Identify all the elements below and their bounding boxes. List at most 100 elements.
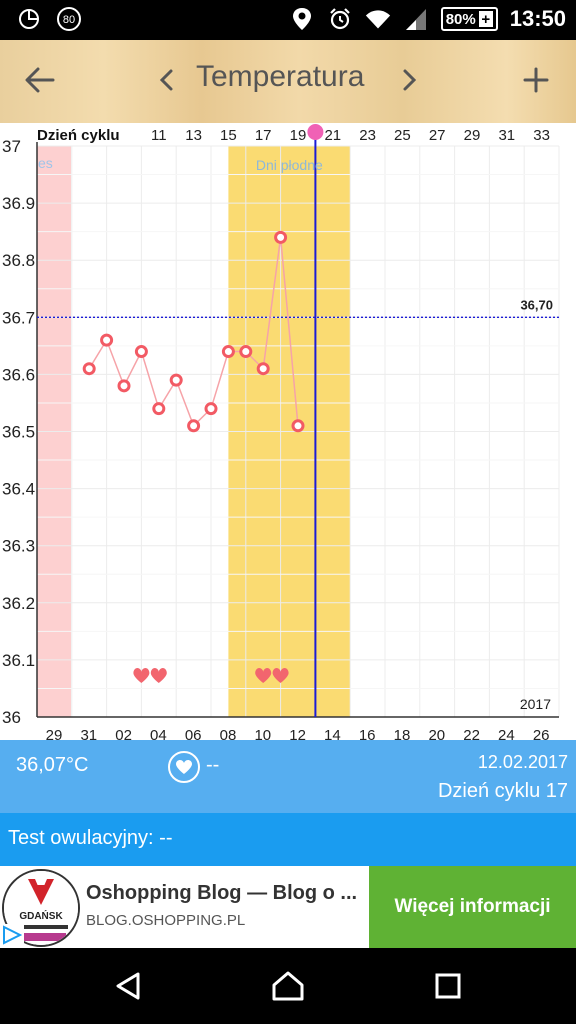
toolbar: Temperatura	[0, 40, 576, 124]
temperature-point	[134, 345, 148, 359]
ad-cta-button[interactable]: Więcej informacji	[369, 866, 576, 948]
top-tick-label: 25	[394, 127, 411, 144]
adchoices-icon[interactable]	[0, 924, 24, 946]
intercourse-heart-icon	[150, 668, 167, 683]
status-bar: 80 80% + 13:50	[0, 0, 576, 40]
y-tick-label: 36.6	[2, 365, 35, 384]
year-label: 2017	[520, 696, 551, 712]
fertile-label: Dni płodne	[256, 157, 323, 173]
ad-banner[interactable]: GDAŃSK Oshopping Blog ― Blog o ... BLOG.…	[0, 866, 576, 948]
temperature-point	[82, 362, 96, 376]
y-tick-label: 36.2	[2, 594, 35, 613]
temperature-point	[187, 419, 201, 433]
temperature-value: 36,07°C	[16, 754, 89, 776]
chevron-right-icon	[403, 69, 417, 91]
bottom-tick-label: 24	[498, 727, 515, 740]
top-tick-label: 27	[429, 127, 446, 144]
previous-button[interactable]	[144, 58, 188, 102]
bottom-tick-label: 06	[185, 727, 202, 740]
y-tick-label: 37	[2, 137, 21, 156]
heart-icon[interactable]	[168, 751, 200, 783]
top-tick-label: 17	[255, 127, 272, 144]
y-tick-label: 36.3	[2, 537, 35, 556]
bottom-tick-label: 16	[359, 727, 376, 740]
y-tick-label: 36.4	[2, 480, 35, 499]
battery-icon: 80% +	[440, 7, 498, 31]
period-label: es	[38, 155, 53, 171]
temperature-point	[152, 402, 166, 416]
nav-home-icon	[272, 971, 304, 1001]
ovulation-test-label: Test owulacyjny: --	[8, 827, 173, 849]
bottom-tick-label: 04	[150, 727, 167, 740]
cycle-day: Dzień cyklu 17	[437, 780, 568, 802]
bottom-tick-label: 22	[463, 727, 480, 740]
bottom-tick-label: 02	[115, 727, 132, 740]
bottom-tick-label: 12	[289, 727, 306, 740]
cell-signal-icon	[403, 6, 429, 32]
top-tick-label: 21	[324, 127, 341, 144]
location-icon	[289, 6, 315, 32]
temperature-point	[256, 362, 270, 376]
top-tick-label: 19	[290, 127, 307, 144]
y-tick-label: 36.7	[2, 308, 35, 327]
y-tick-label: 36.5	[2, 423, 35, 442]
intercourse-heart-icon	[255, 668, 272, 683]
top-tick-label: 13	[185, 127, 202, 144]
top-axis-title: Dzień cyklu	[37, 127, 120, 144]
top-tick-label: 31	[498, 127, 515, 144]
page-title: Temperatura	[196, 60, 365, 93]
bottom-tick-label: 31	[80, 727, 97, 740]
oshopping-logo-icon: GDAŃSK	[2, 869, 80, 947]
top-tick-label: 29	[464, 127, 481, 144]
app-notification-icon	[16, 6, 42, 32]
bottom-tick-label: 10	[254, 727, 271, 740]
bottom-tick-label: 14	[324, 727, 341, 740]
arrow-left-icon	[25, 67, 55, 93]
clock: 13:50	[509, 6, 566, 31]
ad-title[interactable]: Oshopping Blog ― Blog o ...	[86, 882, 358, 904]
today-marker	[307, 124, 324, 140]
back-button[interactable]	[18, 58, 62, 102]
y-tick-label: 36.9	[2, 194, 35, 213]
y-tick-label: 36.8	[2, 251, 35, 270]
bottom-tick-label: 26	[533, 727, 550, 740]
day-info-panel: 36,07°C -- 12.02.2017 Dzień cyklu 17	[0, 740, 576, 813]
bottom-tick-label: 20	[428, 727, 445, 740]
temperature-point	[239, 345, 253, 359]
intercourse-heart-icon	[133, 668, 150, 683]
temperature-point	[117, 379, 131, 393]
heart-value: --	[206, 754, 220, 776]
svg-text:80: 80	[63, 14, 75, 26]
bottom-tick-label: 18	[394, 727, 411, 740]
bottom-tick-label: 29	[46, 727, 63, 740]
temperature-point	[204, 402, 218, 416]
chart-svg[interactable]: 37 36.9 36.8 36.7 36.6 36.5 36.4 36.3 36.2 36.1 36…	[0, 123, 576, 744]
add-button[interactable]	[514, 58, 558, 102]
bottom-tick-label: 08	[220, 727, 237, 740]
chevron-left-icon	[159, 69, 173, 91]
nav-back-button[interactable]	[108, 966, 148, 1006]
ad-url[interactable]: BLOG.OSHOPPING.PL	[86, 912, 246, 929]
notification-count-badge: 80	[56, 6, 82, 32]
temperature-chart[interactable]: 37 36.9 36.8 36.7 36.6 36.5 36.4 36.3 36.2 36.1 36…	[0, 123, 576, 744]
top-tick-label: 33	[533, 127, 550, 144]
system-nav-bar	[0, 948, 576, 1024]
next-button[interactable]	[388, 58, 432, 102]
nav-recents-button[interactable]	[428, 966, 468, 1006]
wifi-icon	[365, 6, 391, 32]
nav-home-button[interactable]	[268, 966, 308, 1006]
top-tick-label: 11	[151, 127, 167, 144]
temperature-point	[100, 333, 114, 347]
nav-recents-icon	[435, 973, 461, 999]
y-tick-label: 36	[2, 708, 21, 727]
intercourse-heart-icon	[272, 668, 289, 683]
ovulation-test-row[interactable]: Test owulacyjny: --	[0, 813, 576, 866]
temperature-point	[221, 345, 235, 359]
temperature-point	[274, 230, 288, 244]
threshold-label: 36,70	[520, 297, 553, 312]
alarm-icon	[327, 6, 353, 32]
top-tick-label: 15	[220, 127, 237, 144]
temperature-point	[169, 373, 183, 387]
top-tick-label: 23	[359, 127, 376, 144]
temperature-point	[291, 419, 305, 433]
